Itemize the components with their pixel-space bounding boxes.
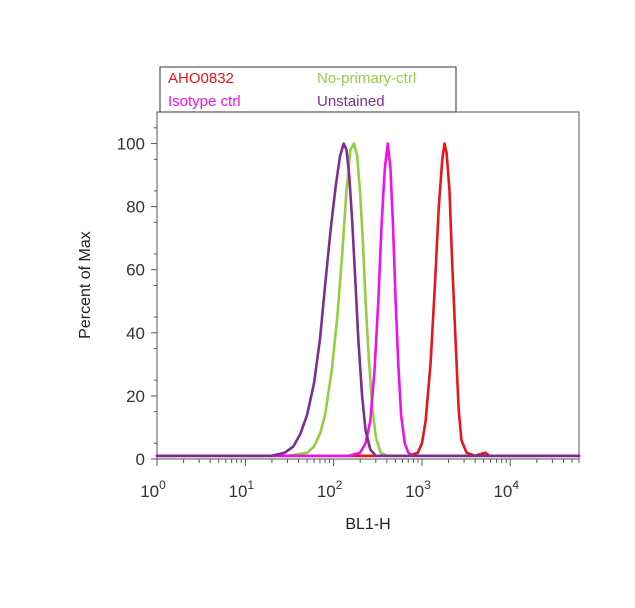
- x-tick-label: 101: [229, 478, 255, 501]
- legend-entry-ah00832: AHO0832: [168, 70, 234, 87]
- y-axis-title: Percent of Max: [77, 231, 94, 339]
- series-line-aho0832: [155, 142, 581, 458]
- y-tick-label: 40: [126, 324, 145, 343]
- x-tick-label: 102: [317, 478, 343, 501]
- x-tick-label: 100: [140, 478, 166, 501]
- x-tick-label: 104: [493, 478, 519, 501]
- series-layer: [155, 142, 581, 458]
- legend-box: [159, 66, 457, 113]
- x-axis: 100 101 102 103 104: [140, 459, 580, 501]
- y-tick-label: 80: [126, 198, 145, 217]
- legend-entry-no-primary-ctrl: No-primary-ctrl: [317, 70, 416, 87]
- series-line-unstained: [155, 142, 581, 458]
- y-tick-label: 60: [126, 261, 145, 280]
- legend-entry-unstained: Unstained: [317, 93, 385, 110]
- series-line-no-primary-ctrl: [155, 142, 581, 458]
- plot-area-border: [156, 111, 580, 460]
- x-tick-label: 103: [405, 478, 431, 501]
- legend-entry-isotype-ctrl: Isotype ctrl: [168, 93, 241, 110]
- y-tick-label: 0: [136, 450, 145, 469]
- plot-frame: [156, 111, 580, 460]
- series-line-isotype-ctrl: [155, 142, 581, 458]
- y-tick-label: 100: [117, 135, 145, 154]
- x-axis-title: BL1-H: [345, 516, 390, 533]
- legend: AHO0832 No-primary-ctrl Isotype ctrl Uns…: [159, 66, 457, 113]
- y-tick-label: 20: [126, 387, 145, 406]
- y-axis: 0 20 40 60 80 100: [117, 127, 157, 469]
